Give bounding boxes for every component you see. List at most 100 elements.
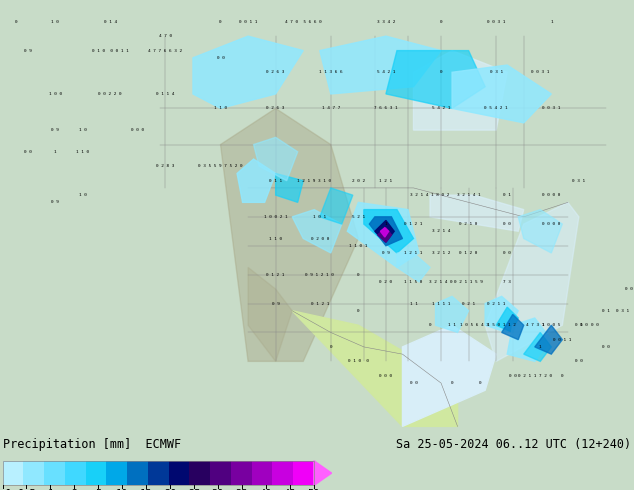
Polygon shape	[320, 188, 353, 224]
Text: 0: 0	[561, 374, 564, 378]
Text: 1: 1	[550, 20, 553, 24]
Text: 1 2 1: 1 2 1	[379, 179, 392, 183]
Text: 0 1 1: 0 1 1	[269, 179, 282, 183]
Text: 0 9: 0 9	[382, 251, 390, 255]
Text: 0 0: 0 0	[575, 359, 583, 364]
Bar	[86, 461, 107, 486]
Polygon shape	[436, 296, 469, 333]
Text: 0 0 3 1: 0 0 3 1	[531, 70, 550, 74]
Text: 5: 5	[95, 489, 101, 490]
Text: 5 4 2 1: 5 4 2 1	[432, 106, 450, 110]
Text: 0: 0	[219, 20, 222, 24]
Text: 4 7 0: 4 7 0	[159, 34, 172, 38]
Bar	[44, 461, 65, 486]
Text: 0 1: 0 1	[575, 323, 583, 327]
Text: 4 7 3 1: 4 7 3 1	[526, 323, 544, 327]
Text: 1 0 5 6 4 3: 1 0 5 6 4 3	[460, 323, 489, 327]
Polygon shape	[485, 296, 518, 333]
Text: 1 1: 1 1	[410, 301, 417, 306]
Text: 10: 10	[116, 489, 129, 490]
Text: 7 6 6 3 1: 7 6 6 3 1	[374, 106, 398, 110]
Bar	[3, 461, 314, 486]
Text: 0.5: 0.5	[17, 489, 36, 490]
Text: 1: 1	[54, 150, 56, 154]
Text: 0 3 1: 0 3 1	[616, 309, 630, 313]
Text: 0: 0	[478, 381, 481, 385]
Text: 0 0: 0 0	[503, 251, 511, 255]
Polygon shape	[452, 65, 552, 123]
Text: 0 0 0: 0 0 0	[131, 128, 145, 132]
Polygon shape	[403, 325, 496, 426]
Text: 1 1 3 6 6: 1 1 3 6 6	[319, 70, 342, 74]
Text: 0.1: 0.1	[0, 489, 12, 490]
Polygon shape	[364, 210, 413, 253]
Text: 7 3: 7 3	[503, 280, 511, 284]
Text: 0: 0	[330, 345, 332, 349]
Text: 0 1 2 1: 0 1 2 1	[404, 222, 423, 226]
Text: 0 2 6 3: 0 2 6 3	[266, 106, 285, 110]
Text: 0 1: 0 1	[503, 193, 511, 197]
Polygon shape	[501, 315, 524, 340]
Text: 0 1 2 1: 0 1 2 1	[266, 272, 285, 277]
Text: 0: 0	[357, 309, 359, 313]
Text: 45: 45	[283, 489, 296, 490]
Polygon shape	[193, 36, 303, 108]
Text: 1 0 0: 1 0 0	[49, 92, 61, 96]
Text: 1 1: 1 1	[448, 323, 456, 327]
Polygon shape	[375, 220, 394, 242]
Text: 0 9: 0 9	[272, 301, 280, 306]
Text: 1: 1	[385, 222, 387, 226]
Text: Precipitation [mm]  ECMWF: Precipitation [mm] ECMWF	[3, 438, 181, 451]
Polygon shape	[534, 325, 562, 354]
Bar	[210, 461, 231, 486]
Text: 3 2 1 4 1: 3 2 1 4 1	[456, 193, 481, 197]
Text: 2: 2	[71, 489, 77, 490]
Bar	[23, 461, 44, 486]
Polygon shape	[254, 137, 298, 181]
Text: 0 2 1 0: 0 2 1 0	[460, 222, 478, 226]
Text: 0 0 3 1: 0 0 3 1	[542, 106, 560, 110]
Text: 0 1 2 0: 0 1 2 0	[460, 251, 478, 255]
Text: 25: 25	[188, 489, 200, 490]
Text: 0 3 1: 0 3 1	[489, 70, 503, 74]
Text: 0 3 1: 0 3 1	[573, 179, 585, 183]
Text: 1 2 1 9 3 1 0: 1 2 1 9 3 1 0	[297, 179, 332, 183]
Text: 0: 0	[451, 381, 453, 385]
Text: 1 4 7 7: 1 4 7 7	[321, 106, 340, 110]
Text: 15: 15	[140, 489, 152, 490]
Polygon shape	[524, 333, 552, 362]
Text: 0 0: 0 0	[503, 222, 511, 226]
Polygon shape	[292, 311, 458, 426]
Polygon shape	[314, 461, 332, 486]
Text: 0 2 6 3: 0 2 6 3	[266, 70, 285, 74]
Text: 0 0: 0 0	[23, 150, 32, 154]
Text: 0 0 3 1: 0 0 3 1	[487, 20, 505, 24]
Text: Sa 25-05-2024 06..12 UTC (12+240): Sa 25-05-2024 06..12 UTC (12+240)	[396, 438, 631, 451]
Text: 0 1 4: 0 1 4	[104, 20, 117, 24]
Text: 1 1 0: 1 1 0	[214, 106, 227, 110]
Text: 1 0 1: 1 0 1	[313, 215, 327, 219]
Text: 3 2 1 4 1 8 0 2: 3 2 1 4 1 8 0 2	[410, 193, 450, 197]
Text: 0 9: 0 9	[23, 49, 32, 52]
Text: 5 2 1: 5 2 1	[352, 215, 365, 219]
Text: 0: 0	[440, 20, 443, 24]
Text: 0 2 1 1: 0 2 1 1	[487, 301, 505, 306]
Polygon shape	[347, 202, 419, 268]
Text: 1: 1	[539, 345, 541, 349]
Bar	[231, 461, 252, 486]
Text: 0 2 8 3: 0 2 8 3	[156, 164, 174, 168]
Text: 4 7 7 6 6 3 2: 4 7 7 6 6 3 2	[148, 49, 183, 52]
Polygon shape	[397, 253, 430, 282]
Polygon shape	[496, 307, 518, 333]
Text: 0 1: 0 1	[602, 309, 611, 313]
Bar	[252, 461, 273, 486]
Polygon shape	[507, 318, 552, 362]
Polygon shape	[430, 195, 524, 231]
Text: 0 0: 0 0	[508, 374, 517, 378]
Text: 0 0 1 1: 0 0 1 1	[239, 20, 257, 24]
Text: 1 0: 1 0	[79, 193, 87, 197]
Text: 0 1 0  0 0 1 1: 0 1 0 0 0 1 1	[92, 49, 129, 52]
Text: 30: 30	[212, 489, 224, 490]
Text: 0 0: 0 0	[217, 56, 224, 60]
Text: 1 0 0 2 1: 1 0 0 2 1	[264, 215, 287, 219]
